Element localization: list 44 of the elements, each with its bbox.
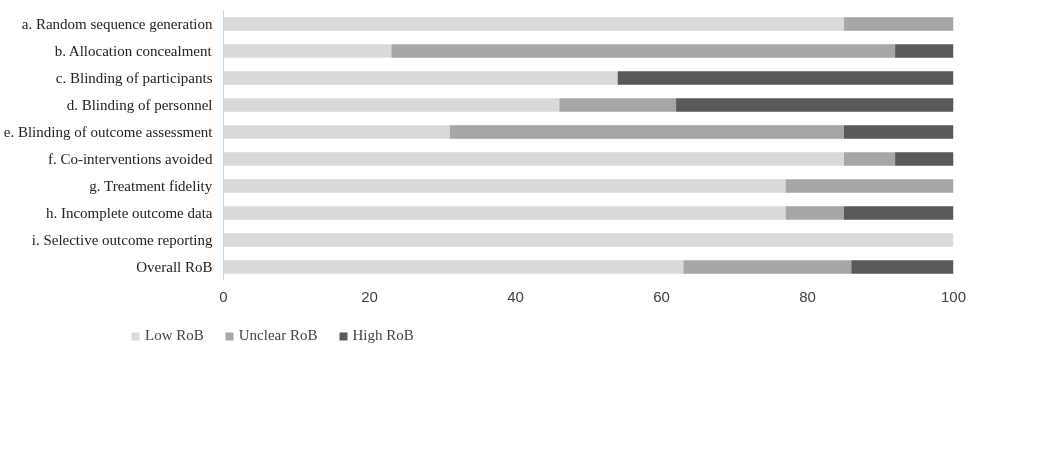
y-tick-label: f. Co-interventions avoided: [47, 151, 213, 167]
bar: [785, 206, 844, 220]
bar: [223, 44, 392, 58]
y-tick-label: h. Incomplete outcome data: [45, 205, 213, 221]
bar: [449, 125, 844, 139]
y-tick-label: d. Blinding of personnel: [66, 97, 213, 113]
bar: [851, 260, 954, 274]
legend-label: High RoB: [352, 327, 414, 344]
y-tick-label: c. Blinding of participants: [55, 70, 213, 86]
bar: [895, 152, 954, 166]
legend-label: Low RoB: [145, 327, 204, 344]
y-tick-label: i. Selective outcome reporting: [31, 232, 213, 248]
x-tick-label: 20: [361, 287, 378, 305]
x-tick-label: 80: [799, 287, 816, 305]
bar: [785, 179, 954, 193]
bar: [559, 98, 677, 112]
bar: [676, 98, 954, 112]
bar: [223, 71, 618, 85]
bar: [223, 125, 450, 139]
bar: [844, 125, 954, 139]
bar: [895, 44, 954, 58]
y-tick-label: g. Treatment fidelity: [89, 178, 213, 194]
bar: [223, 206, 786, 220]
bar: [844, 152, 896, 166]
y-tick-label: Overall RoB: [136, 259, 213, 275]
bar: [844, 17, 954, 31]
legend-label: Unclear RoB: [238, 327, 318, 344]
bar: [223, 152, 844, 166]
bar: [223, 17, 844, 31]
y-tick-label: e. Blinding of outcome assessment: [3, 124, 214, 140]
bar: [617, 71, 954, 85]
bar: [844, 206, 954, 220]
bar: [223, 260, 684, 274]
y-tick-label: a. Random sequence generation: [21, 16, 213, 32]
bar: [223, 98, 560, 112]
x-tick-label: 0: [219, 287, 228, 305]
x-tick-label: 100: [940, 287, 967, 305]
bar: [223, 233, 954, 247]
bar: [683, 260, 852, 274]
bar: [391, 44, 896, 58]
x-tick-label: 60: [653, 287, 670, 305]
bar: [223, 179, 786, 193]
y-tick-label: b. Allocation concealment: [54, 43, 213, 59]
x-tick-label: 40: [507, 287, 524, 305]
